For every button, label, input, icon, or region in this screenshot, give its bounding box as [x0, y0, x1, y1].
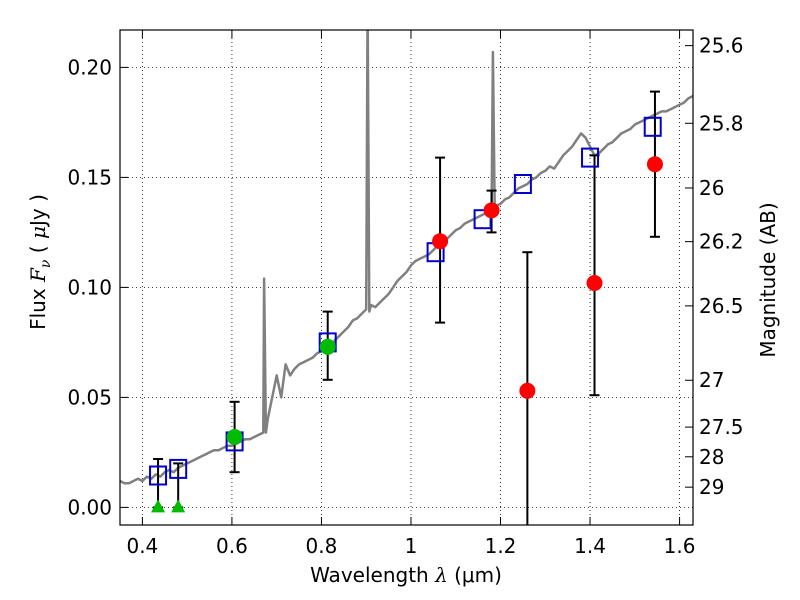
x-axis-title: Wavelength λ (μm) — [310, 563, 502, 587]
green-detection-point — [319, 338, 336, 355]
y2-tick-label: 25.8 — [699, 111, 744, 135]
model-square-marker — [149, 465, 168, 486]
model-square-marker — [513, 174, 532, 194]
red-detection-point — [646, 156, 663, 173]
y-tick-label: 0.15 — [67, 165, 112, 189]
x-tick-label: 0.8 — [306, 534, 338, 558]
y2-axis-title: Magnitude (AB) — [756, 202, 780, 357]
x-tick-label: 1.6 — [664, 534, 696, 558]
x-tick-label: 1.4 — [574, 534, 606, 558]
spectrum-line — [120, 30, 693, 485]
y-tick-label: 0.20 — [67, 55, 112, 79]
upper-limit-triangle — [171, 499, 186, 513]
green-detection-point — [226, 429, 243, 445]
y2-tick-label: 25.6 — [699, 34, 744, 58]
y2-tick-label: 29 — [699, 475, 724, 499]
model-square-marker — [169, 458, 188, 479]
axis-ticks — [120, 30, 693, 525]
red-detection-point — [432, 233, 449, 250]
model-square-marker — [473, 209, 492, 230]
y2-tick-label: 27.5 — [699, 415, 744, 439]
upper-limit-triangle — [151, 499, 166, 513]
detection-markers — [151, 156, 663, 513]
model-square-marker — [581, 147, 600, 168]
plot-area — [120, 30, 693, 525]
y2-tick-label: 28 — [699, 445, 724, 469]
y2-tick-label: 26.5 — [699, 294, 744, 318]
x-tick-label: 1.2 — [485, 534, 517, 558]
y-tick-label: 0.10 — [67, 275, 112, 299]
model-photometry-markers — [149, 116, 662, 486]
plot-frame — [119, 29, 694, 526]
x-tick-label: 0.6 — [216, 534, 248, 558]
y2-tick-label: 26.2 — [699, 230, 744, 254]
plot-background — [120, 30, 693, 525]
red-detection-point — [586, 275, 603, 291]
y-axis-title: Flux Fν ( μJy ) — [26, 194, 54, 330]
y-tick-label: 0.05 — [67, 385, 112, 409]
model-square-marker — [643, 116, 662, 137]
x-tick-label: 0.4 — [126, 534, 158, 558]
red-detection-point — [519, 382, 536, 399]
x-tick-label: 1 — [405, 534, 418, 558]
red-detection-point — [483, 202, 500, 219]
y2-tick-label: 26 — [699, 176, 724, 200]
tick-labels: 0.4 0.6 0.8 1 1.2 1.4 1.6 0.00 0.05 0.10 0.15 0.20 2… — [67, 34, 743, 558]
y2-tick-label: 27 — [699, 368, 724, 392]
y-tick-label: 0.00 — [67, 495, 112, 519]
